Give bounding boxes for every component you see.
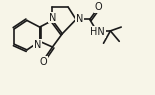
- Text: N: N: [49, 13, 56, 23]
- Text: O: O: [40, 57, 47, 67]
- Text: HN: HN: [90, 27, 105, 37]
- Text: O: O: [95, 2, 102, 12]
- Text: N: N: [34, 40, 41, 50]
- Text: N: N: [76, 13, 84, 24]
